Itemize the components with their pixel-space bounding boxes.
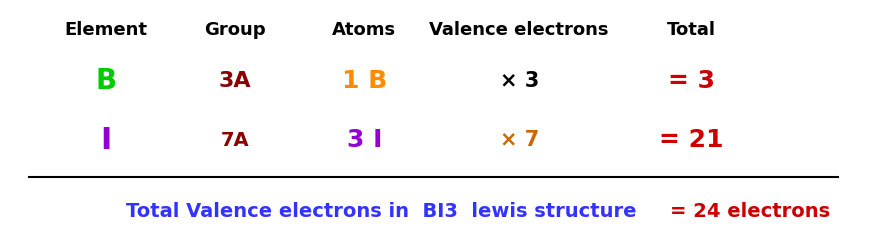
Text: Atoms: Atoms xyxy=(332,21,396,39)
Text: Total: Total xyxy=(667,21,716,39)
Text: Element: Element xyxy=(65,21,148,39)
Text: × 3: × 3 xyxy=(500,71,539,91)
Text: = 21: = 21 xyxy=(659,129,724,153)
Text: I: I xyxy=(101,126,112,155)
Text: × 7: × 7 xyxy=(500,130,539,150)
Text: 3A: 3A xyxy=(218,71,252,91)
Text: Total Valence electrons in  BI3  lewis structure: Total Valence electrons in BI3 lewis str… xyxy=(126,202,637,221)
Text: B: B xyxy=(95,67,116,95)
Text: = 24 electrons: = 24 electrons xyxy=(669,202,830,221)
Text: 7A: 7A xyxy=(221,131,249,150)
Text: = 3: = 3 xyxy=(668,69,715,93)
Text: 1 B: 1 B xyxy=(342,69,387,93)
Text: 3 I: 3 I xyxy=(347,129,382,153)
Text: Valence electrons: Valence electrons xyxy=(429,21,609,39)
Text: Group: Group xyxy=(205,21,266,39)
